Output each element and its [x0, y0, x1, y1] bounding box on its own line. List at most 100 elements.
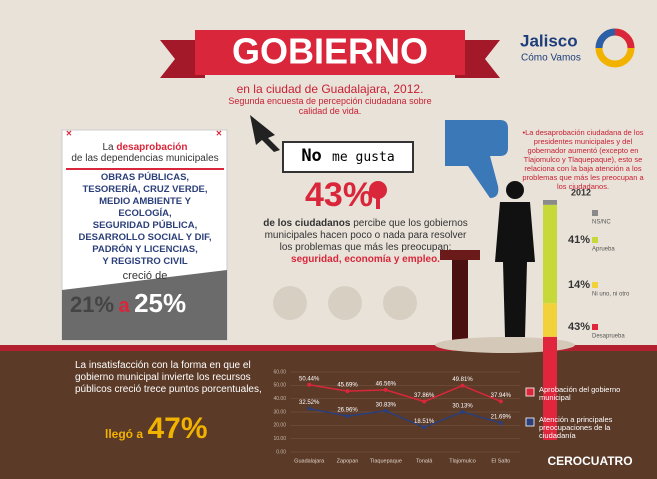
speaker — [495, 202, 535, 337]
bar-segment — [543, 200, 557, 205]
point — [345, 389, 350, 394]
legend-swatch — [592, 324, 598, 330]
value-label: 32.52% — [299, 400, 320, 406]
value-label: 49.81% — [452, 377, 473, 383]
card-content: La desaprobación de las dependencias muni… — [66, 142, 224, 282]
value-label: 30.83% — [376, 402, 397, 408]
text: La — [102, 142, 114, 153]
icon-bg — [383, 286, 417, 320]
value-label: 37.94% — [491, 393, 512, 399]
card-item: Y REGISTRO CIVIL — [102, 256, 188, 267]
banner-tail — [455, 40, 500, 78]
value-label: 43% — [568, 321, 590, 333]
point — [307, 382, 312, 387]
spotlight — [435, 337, 575, 353]
speaker — [506, 181, 524, 199]
value-label: 37.86% — [414, 393, 435, 399]
text: seguridad, economía y empleo. — [291, 254, 440, 265]
podium — [452, 260, 468, 340]
logo-name: Jalisco — [520, 31, 578, 50]
legend-swatch — [592, 282, 598, 288]
red-stripe — [0, 345, 657, 351]
legend-swatch — [592, 210, 598, 216]
legend-label: Desaprueba — [592, 334, 625, 340]
card-item: OBRAS PÚBLICAS, — [100, 172, 190, 183]
text: desaprobación — [116, 142, 188, 153]
text: de los ciudadanos — [263, 218, 351, 229]
y-tick-label: 50.00 — [273, 383, 286, 389]
text: llegó a — [105, 427, 144, 441]
logo-tagline: Cómo Vamos — [521, 53, 581, 64]
card-intro: La desaprobación de las dependencias muni… — [66, 142, 224, 164]
legend-label: Aprobación del gobierno municipal — [539, 385, 621, 402]
icon-bg — [273, 286, 307, 320]
subtitle2: Segunda encuesta de percepción ciudadana… — [228, 96, 432, 116]
logo-ring — [595, 28, 616, 49]
point — [422, 399, 427, 404]
x-tick-label: Zapopan — [337, 458, 359, 464]
card-item: PADRÓN Y LICENCIAS, — [92, 244, 198, 255]
value-label: 18.51% — [414, 419, 435, 425]
point — [422, 425, 427, 430]
x-tick-label: Guadalajara — [294, 458, 325, 464]
card-item: SEGURIDAD PÚBLICA, — [92, 220, 198, 231]
line — [309, 407, 502, 429]
x-tick-label: Tlaquepaque — [370, 458, 402, 464]
legend-swatch — [592, 237, 598, 243]
bar-segment — [543, 336, 557, 440]
bar-category: 2012 — [571, 187, 591, 197]
footer: CEROCUATRO — [547, 454, 632, 468]
thumb-down — [445, 120, 508, 198]
card-item: DESARROLLO SOCIAL Y DIF, — [78, 232, 212, 243]
x-tick-label: Tlajomulco — [449, 458, 476, 464]
value-label: 41% — [568, 234, 590, 246]
legend-label: Ni uno, ni otro — [592, 292, 630, 298]
point — [498, 399, 503, 404]
to: 25% — [134, 288, 187, 318]
card-item: ECOLOGÍA, — [118, 208, 172, 219]
title: GOBIERNO — [232, 31, 428, 72]
value-label: 14% — [568, 279, 590, 291]
value-label: 21.69% — [491, 415, 512, 421]
point — [307, 406, 312, 411]
y-tick-label: 40.00 — [273, 396, 286, 402]
banner — [195, 30, 465, 75]
pin: × — [216, 129, 222, 140]
point — [460, 383, 465, 388]
center-text: de los ciudadanos percibe que los gobier… — [258, 218, 473, 266]
y-tick-label: 30.00 — [273, 409, 286, 415]
podium-top — [440, 250, 480, 260]
pin: × — [66, 129, 72, 140]
center-big: 43% — [305, 176, 374, 214]
card-grew: creció de — [122, 270, 168, 282]
bar-segment — [543, 204, 557, 304]
point — [345, 414, 350, 419]
value-label: 50.44% — [299, 376, 320, 382]
text: me gusta — [332, 150, 395, 165]
sign — [282, 141, 414, 173]
legend-label: NS/NC — [592, 220, 611, 226]
icon — [376, 195, 380, 209]
value-label: 45.69% — [337, 383, 358, 389]
legend-swatch — [525, 417, 535, 427]
sign-text: No me gusta — [283, 146, 413, 166]
legend-label: Atención a principales preocupaciones de… — [539, 415, 613, 440]
x-tick-label: El Salto — [491, 458, 510, 464]
line — [309, 384, 502, 403]
point — [383, 387, 388, 392]
text: percibe que los gobiernos municipales ha… — [264, 218, 468, 253]
logo-ring — [614, 28, 635, 49]
y-tick-label: 20.00 — [273, 423, 286, 429]
card-item: MEDIO AMBIENTE Y — [99, 196, 191, 207]
icon-bg — [328, 286, 362, 320]
value-label: 30.13% — [452, 403, 473, 409]
note: •La desaprobación ciudadana de los presi… — [522, 128, 644, 191]
text: de las dependencias municipales — [71, 153, 219, 164]
y-tick-label: 10.00 — [273, 436, 286, 442]
legend-swatch — [525, 387, 535, 397]
card-list: OBRAS PÚBLICAS, TESORERÍA, CRUZ VERDE, MED… — [66, 168, 224, 268]
value-label: 46.56% — [376, 381, 397, 387]
icon — [369, 181, 387, 199]
value-label: 26.96% — [337, 408, 358, 414]
